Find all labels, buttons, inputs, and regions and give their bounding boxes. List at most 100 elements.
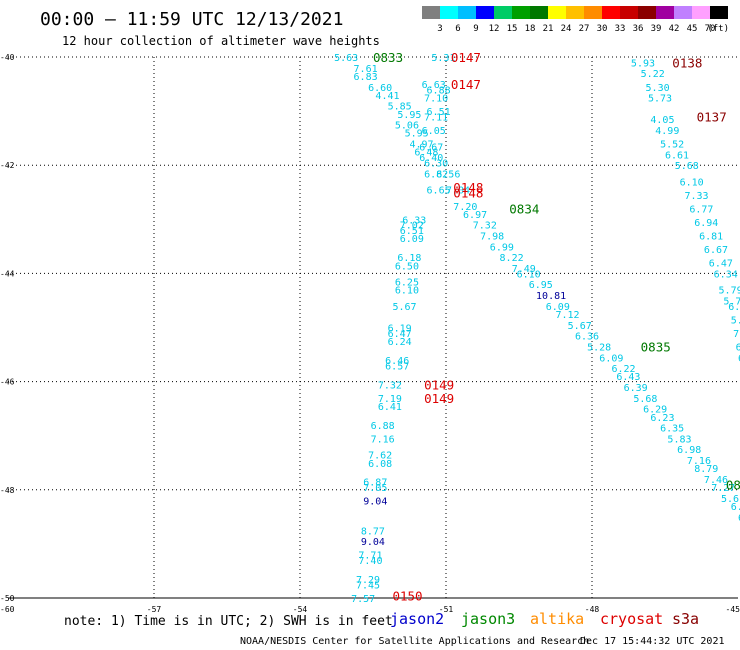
colorbar-swatch xyxy=(710,6,728,19)
wave-height-value: 6.40 xyxy=(419,153,443,164)
wave-height-value: 6.08 xyxy=(368,459,392,470)
pass-time-label: 0836 xyxy=(726,477,740,492)
colorbar-label: 9 xyxy=(473,24,478,34)
wave-height-value: 6.7 xyxy=(738,353,740,364)
wave-height-value: 6.39 xyxy=(624,383,648,394)
colorbar-swatch xyxy=(494,6,512,19)
colorbar-label: 18 xyxy=(525,24,536,34)
wave-height-value: 5.95 xyxy=(397,110,421,121)
pass-time-label: 0147 xyxy=(451,50,481,65)
wave-height-value: 7.40 xyxy=(358,556,382,567)
y-tick-label: -46 xyxy=(0,378,15,387)
wave-height-value: 5.79 xyxy=(719,286,740,297)
colorbar: 3 6 9 12 15 18 21 24 27 30 33 36 39 42 45 70(ft) xyxy=(422,6,729,34)
footer-timestamp: Dec 17 15:44:32 UTC 2021 xyxy=(580,636,725,647)
wave-height-value: 7.62 xyxy=(368,451,392,462)
colorbar-label: 21 xyxy=(543,24,554,34)
wave-height-value: 6.10 xyxy=(395,286,419,297)
colorbar-label: 45 xyxy=(687,24,698,34)
wave-height-value: 5.71 xyxy=(723,296,740,307)
wave-height-value: 6.83 xyxy=(354,72,378,83)
wave-height-value: 6.82 xyxy=(424,169,448,180)
pass-time-label: 0147 xyxy=(451,77,481,92)
wave-height-value: 6.09 xyxy=(400,234,424,245)
legend-jason3: jason3 xyxy=(461,610,515,628)
wave-height-value: 5.06 xyxy=(395,121,419,132)
wave-height-value: 5.28 xyxy=(587,342,611,353)
wave-height-value: 7.46 xyxy=(704,475,728,486)
wave-height-value: 6.99 xyxy=(490,242,514,253)
x-tick-label: -45 xyxy=(726,605,740,614)
note-text: note: 1) Time is in UTC; 2) SWH is in fe… xyxy=(64,614,393,629)
wave-height-value: 6.77 xyxy=(689,204,713,215)
colorbar-swatch xyxy=(512,6,530,19)
x-tick-label: -54 xyxy=(293,605,308,614)
x-tick-label: -48 xyxy=(585,605,600,614)
wave-height-value: 6.87 xyxy=(363,478,387,489)
chart-title: 00:00 – 11:59 UTC 12/13/2021 xyxy=(40,9,343,30)
colorbar-label: 70 xyxy=(705,24,716,34)
wave-height-value: 7.83 xyxy=(733,329,740,340)
wave-height-value: 4.05 xyxy=(650,115,674,126)
wave-height-value: 6.65 xyxy=(427,186,451,197)
pass-time-label: 0835 xyxy=(641,339,671,354)
colorbar-swatch xyxy=(638,6,656,19)
wave-height-value: 6.30 xyxy=(424,158,448,169)
footer-credit: NOAA/NESDIS Center for Satellite Applica… xyxy=(240,636,589,647)
wave-height-value: 7.71 xyxy=(358,551,382,562)
wave-height-value: 6.98 xyxy=(728,302,740,313)
x-tick-label: -51 xyxy=(439,605,454,614)
wave-height-value: 7.98 xyxy=(480,232,504,243)
colorbar-swatch xyxy=(620,6,638,19)
wave-height-value: 6.43 xyxy=(616,372,640,383)
pass-time-label: 0148 xyxy=(453,180,483,195)
pass-time-label: 0149 xyxy=(424,377,454,392)
pass-time-label: 0150 xyxy=(392,588,422,603)
wave-height-value: 6.34 xyxy=(714,269,738,280)
colorbar-swatch xyxy=(674,6,692,19)
wave-height-value: 7.05 xyxy=(363,483,387,494)
wave-height-value: 6.94 xyxy=(694,218,718,229)
wave-height-value: 7.02 xyxy=(400,221,424,232)
colorbar-unit: (ft) xyxy=(707,24,729,34)
wave-height-value: 9.04 xyxy=(361,537,385,548)
colorbar-label: 42 xyxy=(669,24,680,34)
wave-height-value: 5.61 xyxy=(721,494,740,505)
wave-height-value: 7.27 xyxy=(711,483,735,494)
wave-height-value: 8.77 xyxy=(361,526,385,537)
colorbar-label: 36 xyxy=(633,24,644,34)
wave-height-value: 6.05 xyxy=(422,126,446,137)
colorbar-label: 27 xyxy=(579,24,590,34)
wave-height-value: 6.29 xyxy=(643,405,667,416)
colorbar-label: 15 xyxy=(507,24,518,34)
wave-height-value: 6.51 xyxy=(427,107,451,118)
wave-height-value: 7.11 xyxy=(424,113,448,124)
wave-height-value: 7.57 xyxy=(351,594,375,605)
y-tick-label: -40 xyxy=(0,53,15,62)
wave-height-value: 6.22 xyxy=(611,364,635,375)
colorbar-label: 33 xyxy=(615,24,626,34)
wave-height-value: 6.78 xyxy=(736,342,740,353)
wave-height-value: 6.35 xyxy=(660,424,684,435)
wave-height-value: 5.67 xyxy=(392,302,416,313)
wave-height-value: 7.04 xyxy=(446,186,470,197)
wave-height-value: 5.73 xyxy=(648,94,672,105)
pass-time-label: 0138 xyxy=(672,55,702,70)
wave-height-value: 6.67 xyxy=(704,245,728,256)
wave-height-value: 4.41 xyxy=(375,91,399,102)
wave-height-value: 6.61 xyxy=(665,150,689,161)
legend-cryosat: cryosat xyxy=(600,610,663,628)
wave-height-value: 6.18 xyxy=(397,253,421,264)
legend-jason2: jason2 xyxy=(390,610,444,628)
wave-height-value: 4.99 xyxy=(655,126,679,137)
wave-height-value: 6.88 xyxy=(371,421,395,432)
wave-height-value: 5.83 xyxy=(667,434,691,445)
colorbar-swatch xyxy=(692,6,710,19)
wave-height-value: 7.32 xyxy=(378,380,402,391)
wave-height-value: 7.45 xyxy=(356,580,380,591)
pass-time-label: 0834 xyxy=(509,201,539,216)
plot-area: -40 -42 -44 -46 -48 -50 -60 -57 -54 -51 -48 -45 5.63… xyxy=(0,50,740,614)
colorbar-label: 24 xyxy=(561,24,572,34)
x-tick-label: -60 xyxy=(0,605,15,614)
